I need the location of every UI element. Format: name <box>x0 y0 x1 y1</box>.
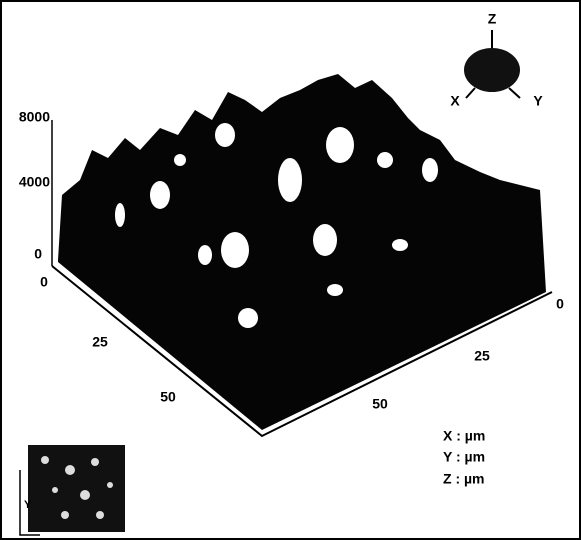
x-tick-label: 50 <box>160 389 176 405</box>
inset-spot <box>52 487 58 493</box>
highlight <box>377 152 393 168</box>
highlight <box>278 158 302 202</box>
inset-spot <box>96 511 104 519</box>
orientation-label: Z <box>488 11 497 27</box>
x-tick-label: 0 <box>40 274 48 290</box>
highlight <box>150 181 170 209</box>
orientation-label: X <box>450 93 460 109</box>
highlight <box>422 158 438 182</box>
highlight <box>238 308 258 328</box>
inset-spot <box>107 482 113 488</box>
highlight <box>313 224 337 256</box>
orientation-sphere <box>464 48 520 92</box>
x-tick-label: 25 <box>92 334 108 350</box>
highlight <box>115 203 125 227</box>
unit-label: Y : µm <box>443 449 485 465</box>
highlight <box>174 154 186 166</box>
z-tick-label: 8000 <box>19 109 50 125</box>
highlight <box>327 284 343 296</box>
orientation-label: Y <box>533 93 543 109</box>
z-tick-label: 0 <box>34 246 42 262</box>
highlight <box>215 123 235 147</box>
inset: Y <box>20 445 125 535</box>
inset-spot <box>41 456 49 464</box>
inset-spot <box>61 511 69 519</box>
unit-label: X : µm <box>443 428 485 444</box>
inset-spot <box>80 490 90 500</box>
unit-label: Z : µm <box>443 471 485 487</box>
y-tick-label: 50 <box>372 396 388 412</box>
y-tick-label: 0 <box>556 296 564 312</box>
highlight <box>392 239 408 251</box>
figure: Z X Y 8000 4000 0 0 25 50 0 25 50 X : µm… <box>0 0 581 540</box>
highlight <box>198 245 212 265</box>
inset-label: Y <box>24 499 32 511</box>
highlight <box>326 127 354 163</box>
page: Z X Y 8000 4000 0 0 25 50 0 25 50 X : µm… <box>0 0 581 540</box>
inset-spot <box>65 465 75 475</box>
z-tick-label: 4000 <box>19 174 50 190</box>
inset-spot <box>91 458 99 466</box>
y-tick-label: 25 <box>474 348 490 364</box>
highlight <box>221 232 249 268</box>
